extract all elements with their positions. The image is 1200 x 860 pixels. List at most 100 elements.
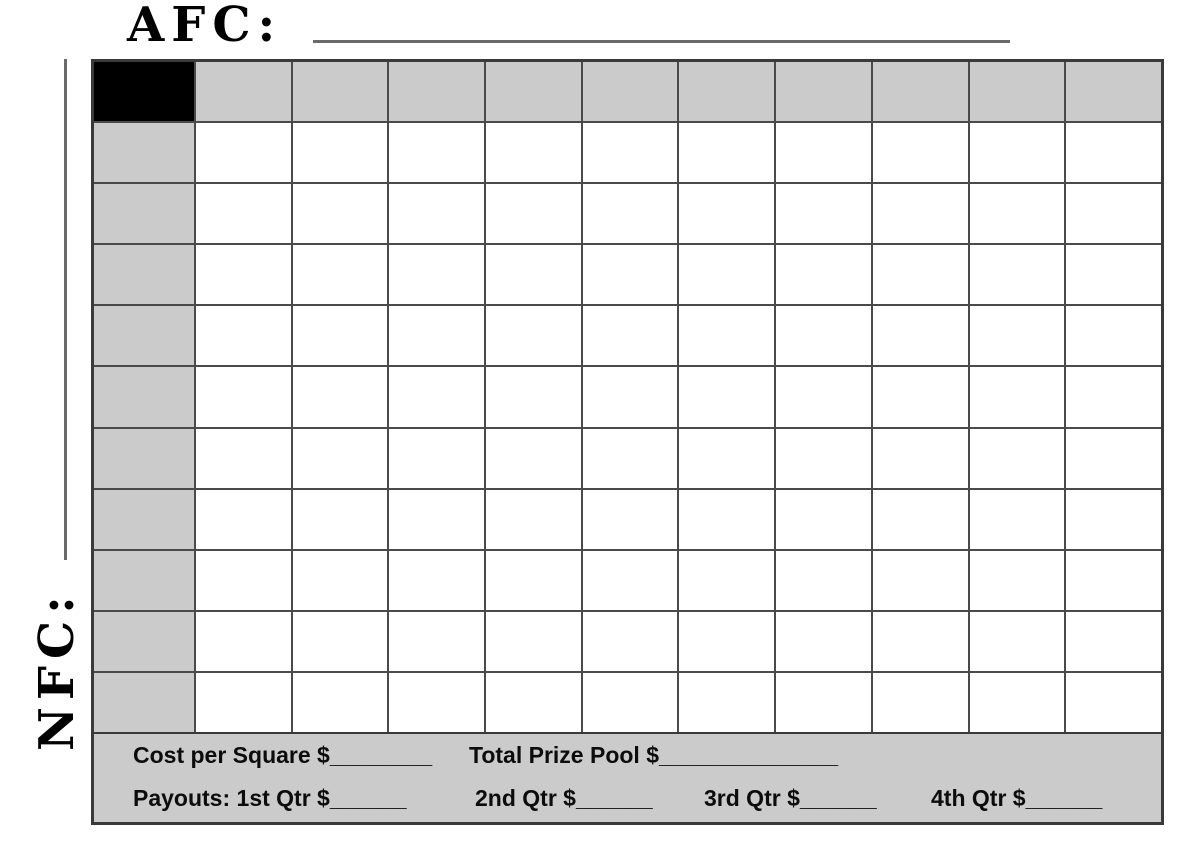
square-cell[interactable] xyxy=(679,367,775,427)
afc-number-cell[interactable] xyxy=(872,62,968,122)
square-cell[interactable] xyxy=(389,489,485,549)
square-cell[interactable] xyxy=(872,367,968,427)
square-cell[interactable] xyxy=(969,245,1065,305)
square-cell[interactable] xyxy=(969,611,1065,671)
square-cell[interactable] xyxy=(1066,672,1161,732)
square-cell[interactable] xyxy=(486,672,581,732)
square-cell[interactable] xyxy=(486,123,581,183)
square-cell[interactable] xyxy=(292,245,388,305)
square-cell[interactable] xyxy=(679,672,775,732)
afc-number-cell[interactable] xyxy=(776,62,871,122)
square-cell[interactable] xyxy=(776,245,871,305)
square-cell[interactable] xyxy=(1066,184,1161,244)
nfc-number-cell[interactable] xyxy=(94,367,194,427)
afc-number-cell[interactable] xyxy=(486,62,581,122)
square-cell[interactable] xyxy=(872,184,968,244)
square-cell[interactable] xyxy=(292,123,388,183)
square-cell[interactable] xyxy=(196,123,291,183)
total-prize-pool-field[interactable]: Total Prize Pool $______________ xyxy=(469,742,839,768)
square-cell[interactable] xyxy=(969,184,1065,244)
nfc-team-blank-line[interactable] xyxy=(64,59,67,560)
square-cell[interactable] xyxy=(582,306,678,366)
square-cell[interactable] xyxy=(389,306,485,366)
square-cell[interactable] xyxy=(486,367,581,427)
square-cell[interactable] xyxy=(389,123,485,183)
square-cell[interactable] xyxy=(196,611,291,671)
square-cell[interactable] xyxy=(292,367,388,427)
nfc-number-cell[interactable] xyxy=(94,550,194,610)
nfc-number-cell[interactable] xyxy=(94,123,194,183)
square-cell[interactable] xyxy=(776,672,871,732)
square-cell[interactable] xyxy=(969,306,1065,366)
square-cell[interactable] xyxy=(1066,245,1161,305)
square-cell[interactable] xyxy=(292,611,388,671)
square-cell[interactable] xyxy=(1066,367,1161,427)
square-cell[interactable] xyxy=(486,184,581,244)
square-cell[interactable] xyxy=(582,184,678,244)
square-cell[interactable] xyxy=(196,672,291,732)
square-cell[interactable] xyxy=(486,550,581,610)
square-cell[interactable] xyxy=(872,428,968,488)
square-cell[interactable] xyxy=(292,184,388,244)
square-cell[interactable] xyxy=(679,306,775,366)
payout-4th-qtr-field[interactable]: 4th Qtr $______ xyxy=(931,785,1103,811)
square-cell[interactable] xyxy=(679,428,775,488)
square-cell[interactable] xyxy=(776,123,871,183)
square-cell[interactable] xyxy=(969,489,1065,549)
square-cell[interactable] xyxy=(969,123,1065,183)
cost-per-square-field[interactable]: Cost per Square $________ xyxy=(133,742,433,768)
square-cell[interactable] xyxy=(292,428,388,488)
afc-number-cell[interactable] xyxy=(969,62,1065,122)
nfc-number-cell[interactable] xyxy=(94,489,194,549)
square-cell[interactable] xyxy=(582,611,678,671)
square-cell[interactable] xyxy=(486,611,581,671)
afc-number-cell[interactable] xyxy=(389,62,485,122)
square-cell[interactable] xyxy=(486,489,581,549)
square-cell[interactable] xyxy=(196,367,291,427)
square-cell[interactable] xyxy=(776,550,871,610)
square-cell[interactable] xyxy=(1066,611,1161,671)
square-cell[interactable] xyxy=(776,611,871,671)
square-cell[interactable] xyxy=(776,489,871,549)
square-cell[interactable] xyxy=(872,306,968,366)
square-cell[interactable] xyxy=(292,489,388,549)
square-cell[interactable] xyxy=(582,123,678,183)
nfc-number-cell[interactable] xyxy=(94,428,194,488)
afc-number-cell[interactable] xyxy=(582,62,678,122)
payout-2nd-qtr-field[interactable]: 2nd Qtr $______ xyxy=(475,785,653,811)
square-cell[interactable] xyxy=(389,428,485,488)
square-cell[interactable] xyxy=(196,306,291,366)
square-cell[interactable] xyxy=(292,550,388,610)
square-cell[interactable] xyxy=(1066,489,1161,549)
square-cell[interactable] xyxy=(1066,123,1161,183)
square-cell[interactable] xyxy=(969,550,1065,610)
square-cell[interactable] xyxy=(679,611,775,671)
square-cell[interactable] xyxy=(486,306,581,366)
square-cell[interactable] xyxy=(872,489,968,549)
square-cell[interactable] xyxy=(679,184,775,244)
square-cell[interactable] xyxy=(196,428,291,488)
nfc-number-cell[interactable] xyxy=(94,306,194,366)
square-cell[interactable] xyxy=(389,550,485,610)
square-cell[interactable] xyxy=(196,489,291,549)
square-cell[interactable] xyxy=(776,367,871,427)
square-cell[interactable] xyxy=(582,672,678,732)
afc-number-cell[interactable] xyxy=(1066,62,1161,122)
square-cell[interactable] xyxy=(582,367,678,427)
square-cell[interactable] xyxy=(872,123,968,183)
square-cell[interactable] xyxy=(196,245,291,305)
square-cell[interactable] xyxy=(776,428,871,488)
nfc-number-cell[interactable] xyxy=(94,245,194,305)
square-cell[interactable] xyxy=(389,184,485,244)
square-cell[interactable] xyxy=(292,672,388,732)
square-cell[interactable] xyxy=(872,611,968,671)
afc-number-cell[interactable] xyxy=(679,62,775,122)
square-cell[interactable] xyxy=(582,428,678,488)
square-cell[interactable] xyxy=(679,489,775,549)
square-cell[interactable] xyxy=(776,306,871,366)
square-cell[interactable] xyxy=(776,184,871,244)
square-cell[interactable] xyxy=(582,245,678,305)
square-cell[interactable] xyxy=(872,245,968,305)
square-cell[interactable] xyxy=(196,550,291,610)
square-cell[interactable] xyxy=(969,428,1065,488)
